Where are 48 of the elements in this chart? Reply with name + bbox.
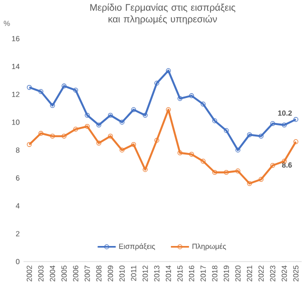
point (247, 180, 252, 186)
point (258, 134, 264, 138)
point (200, 102, 206, 106)
point (200, 158, 206, 164)
point (50, 134, 55, 138)
point (50, 102, 55, 108)
point (154, 138, 160, 143)
point (26, 142, 32, 147)
point (108, 112, 113, 118)
point (178, 96, 182, 101)
point (212, 170, 218, 175)
point (120, 120, 124, 125)
point (154, 80, 160, 86)
point (212, 118, 218, 124)
point (131, 142, 136, 147)
point (235, 168, 240, 174)
point (26, 84, 32, 90)
point (84, 124, 90, 129)
point (166, 68, 171, 73)
point (270, 121, 276, 126)
point (131, 107, 136, 112)
point (189, 152, 194, 157)
point (84, 112, 90, 118)
chart-title: Μερίδιο Γερμανίας στις εισπράξεις και πληρωμές υπηρεσιών (90, 3, 236, 24)
point (142, 167, 148, 172)
point (293, 139, 298, 144)
point (178, 150, 182, 156)
point (247, 132, 252, 138)
point (258, 176, 264, 182)
point (235, 148, 240, 152)
point (38, 130, 44, 136)
point (224, 128, 229, 133)
point (62, 134, 67, 138)
point (282, 122, 287, 128)
point (96, 140, 102, 146)
point (293, 116, 298, 122)
point (62, 83, 67, 88)
point (189, 93, 194, 98)
point (224, 170, 229, 175)
point (120, 148, 124, 152)
point (73, 88, 78, 92)
point (166, 107, 171, 112)
point (96, 122, 102, 128)
point (270, 162, 276, 168)
point (73, 126, 78, 132)
point (108, 134, 113, 138)
point (38, 88, 44, 94)
point (142, 112, 148, 118)
